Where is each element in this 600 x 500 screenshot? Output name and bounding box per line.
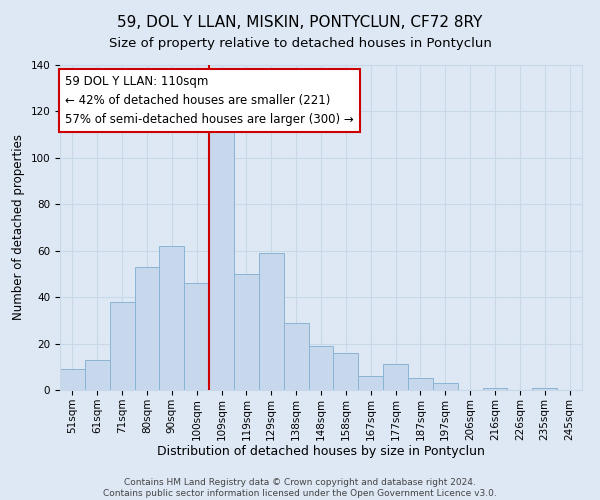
Bar <box>532 388 557 390</box>
Bar <box>85 360 110 390</box>
Bar <box>284 322 308 390</box>
Bar <box>60 369 85 390</box>
Bar <box>358 376 383 390</box>
Text: Size of property relative to detached houses in Pontyclun: Size of property relative to detached ho… <box>109 38 491 51</box>
Text: Contains HM Land Registry data © Crown copyright and database right 2024.
Contai: Contains HM Land Registry data © Crown c… <box>103 478 497 498</box>
Text: 59, DOL Y LLAN, MISKIN, PONTYCLUN, CF72 8RY: 59, DOL Y LLAN, MISKIN, PONTYCLUN, CF72 … <box>118 15 482 30</box>
Y-axis label: Number of detached properties: Number of detached properties <box>12 134 25 320</box>
X-axis label: Distribution of detached houses by size in Pontyclun: Distribution of detached houses by size … <box>157 446 485 458</box>
Bar <box>482 388 508 390</box>
Bar <box>259 253 284 390</box>
Bar <box>234 274 259 390</box>
Bar <box>184 283 209 390</box>
Bar <box>383 364 408 390</box>
Bar <box>134 267 160 390</box>
Bar <box>209 128 234 390</box>
Bar <box>110 302 134 390</box>
Bar <box>433 383 458 390</box>
Bar <box>308 346 334 390</box>
Bar <box>334 353 358 390</box>
Bar <box>408 378 433 390</box>
Text: 59 DOL Y LLAN: 110sqm
← 42% of detached houses are smaller (221)
57% of semi-det: 59 DOL Y LLAN: 110sqm ← 42% of detached … <box>65 74 354 126</box>
Bar <box>160 246 184 390</box>
